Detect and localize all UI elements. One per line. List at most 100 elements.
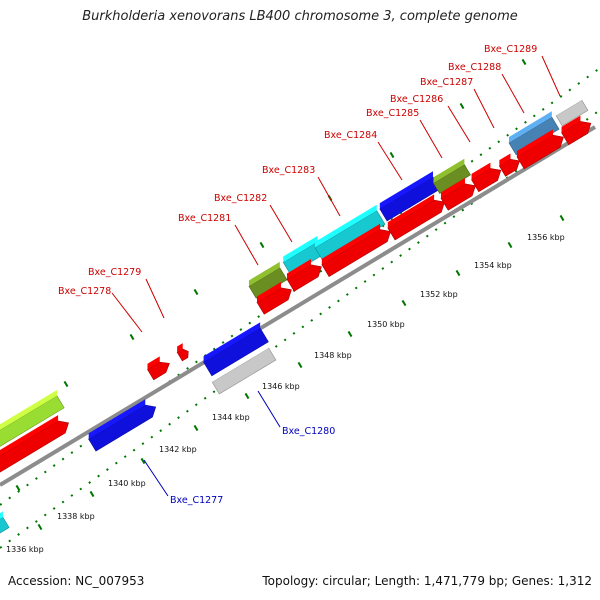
- gene-red-c1285-top-face: [440, 178, 465, 199]
- leader-bxe_c1284: [377, 141, 403, 181]
- outer-major-tick-1: [63, 380, 69, 388]
- outer-major-tick-0: [15, 484, 21, 492]
- gene-red-c1282: [286, 259, 322, 292]
- gene-label-bxe_c1283: Bxe_C1283: [262, 165, 315, 176]
- gene-blue-c1284-top-face: [379, 171, 433, 209]
- gene-lime-left-body: [0, 395, 65, 447]
- gene-gray-c1280: [211, 342, 277, 395]
- leader-bxe_c1281: [234, 224, 259, 266]
- scale-label-1344-kbp: 1344 kbp: [212, 413, 250, 422]
- gene-red-c1284-body: [387, 199, 445, 241]
- scale-label-1348-kbp: 1348 kbp: [314, 351, 352, 360]
- inner-major-tick-9: [507, 241, 513, 249]
- scale-label-1356-kbp: 1356 kbp: [527, 233, 565, 242]
- gene-gray-c1289-body: [555, 99, 589, 127]
- gene-red-c1278-top-face: [147, 356, 160, 370]
- gene-red-c1284-top-face: [387, 194, 435, 228]
- gene-olive-c1281-body: [248, 267, 288, 299]
- gene-red-c1286: [471, 162, 502, 193]
- gene-blue-c1277-top-face: [88, 399, 146, 440]
- accession-text: Accession: NC_007953: [8, 574, 145, 588]
- gene-olive-c1281-top-face: [248, 261, 280, 287]
- gene-red-c1279-top-face: [177, 343, 183, 353]
- outer-major-tick-3: [193, 288, 199, 296]
- gene-red-c1287: [498, 153, 520, 177]
- scale-label-1350-kbp: 1350 kbp: [367, 320, 405, 329]
- gene-steel-c1288: [508, 111, 560, 156]
- scale-label-1338-kbp: 1338 kbp: [57, 512, 95, 521]
- gene-olive-c1281: [248, 261, 288, 299]
- gene-gray-c1280-body: [211, 347, 277, 395]
- gene-red-c1278-body: [147, 361, 170, 381]
- gene-red-c1289: [561, 115, 592, 146]
- gene-label-bxe_c1280: Bxe_C1280: [282, 426, 335, 437]
- map-title: Burkholderia xenovorans LB400 chromosome…: [82, 9, 518, 24]
- gene-cyan-edge: [0, 511, 10, 534]
- gene-cyan-edge-body: [0, 516, 10, 534]
- gene-label-bxe_c1278: Bxe_C1278: [58, 286, 111, 297]
- inner-major-tick-10: [559, 214, 565, 222]
- gene-red-c1286-top-face: [471, 162, 491, 180]
- gene-lime-left: [0, 389, 65, 447]
- outer-major-tick-2: [129, 333, 135, 341]
- gene-red-left: [0, 415, 69, 473]
- gene-red-c1288-top-face: [516, 129, 553, 157]
- gene-olive-c1285: [433, 158, 471, 194]
- scale-label-1354-kbp: 1354 kbp: [474, 261, 512, 270]
- scale-label-1336-kbp: 1336 kbp: [6, 545, 44, 554]
- scale-label-1352-kbp: 1352 kbp: [420, 290, 458, 299]
- gene-red-c1278: [147, 356, 170, 381]
- gene-blue-mid: [203, 322, 269, 377]
- inner-major-tick-3: [193, 424, 199, 432]
- gene-cyan-edge-top-face: [0, 511, 3, 520]
- leader-bxe_c1285: [419, 119, 443, 159]
- gene-cyan-c1282-top-face: [283, 235, 318, 263]
- outer-major-tick-6: [389, 151, 395, 159]
- leader-bxe_c1288: [501, 73, 525, 114]
- gene-olive-c1285-top-face: [433, 158, 465, 184]
- gene-red-c1287-top-face: [499, 153, 511, 167]
- leader-bxe_c1277: [143, 459, 169, 497]
- inner-major-tick-4: [244, 392, 250, 400]
- scale-label-1342-kbp: 1342 kbp: [159, 445, 197, 454]
- leader-bxe_c1282: [269, 204, 293, 243]
- gene-red-c1285: [440, 178, 476, 211]
- inner-major-tick-2: [140, 457, 146, 465]
- gene-label-bxe_c1277: Bxe_C1277: [170, 495, 223, 506]
- gene-red-c1288: [516, 129, 564, 170]
- gene-label-bxe_c1286: Bxe_C1286: [390, 94, 443, 105]
- inner-major-tick-7: [401, 299, 407, 307]
- gene-red-c1279: [176, 343, 189, 362]
- inner-major-tick-0: [37, 523, 43, 531]
- outer-major-tick-8: [521, 58, 527, 66]
- gene-red-left-top-face: [0, 415, 59, 456]
- genome-summary-text: Topology: circular; Length: 1,471,779 bp…: [262, 574, 592, 588]
- gene-steel-c1288-top-face: [508, 111, 552, 143]
- gene-gray-c1280-top-face: [212, 342, 269, 382]
- scale-label-1346-kbp: 1346 kbp: [262, 382, 300, 391]
- leader-bxe_c1279: [145, 278, 165, 319]
- scale-label-1340-kbp: 1340 kbp: [108, 479, 146, 488]
- gene-label-bxe_c1289: Bxe_C1289: [484, 44, 537, 55]
- gene-blue-c1277: [88, 399, 157, 452]
- outer-major-tick-4: [259, 241, 265, 249]
- gene-red-c1283: [321, 223, 391, 277]
- outer-major-tick-7: [459, 102, 465, 110]
- gene-blue-mid-body: [203, 327, 269, 377]
- leader-bxe_c1283: [317, 176, 341, 217]
- gene-blue-mid-top-face: [203, 322, 261, 363]
- gene-red-c1289-top-face: [561, 115, 581, 133]
- inner-major-tick-8: [455, 269, 461, 277]
- gene-red-c1282-top-face: [286, 259, 311, 280]
- gene-red-c1285-body: [440, 183, 476, 211]
- leader-bxe_c1280: [257, 390, 281, 428]
- inner-major-tick-1: [89, 490, 95, 498]
- leader-bxe_c1286: [447, 105, 471, 143]
- gene-label-bxe_c1285: Bxe_C1285: [366, 108, 419, 119]
- gene-gray-c1289-top-face: [556, 94, 582, 116]
- gene-label-bxe_c1281: Bxe_C1281: [178, 213, 231, 224]
- gene-label-bxe_c1279: Bxe_C1279: [88, 267, 141, 278]
- gene-label-bxe_c1287: Bxe_C1287: [420, 77, 473, 88]
- gene-red-c1281: [256, 282, 292, 315]
